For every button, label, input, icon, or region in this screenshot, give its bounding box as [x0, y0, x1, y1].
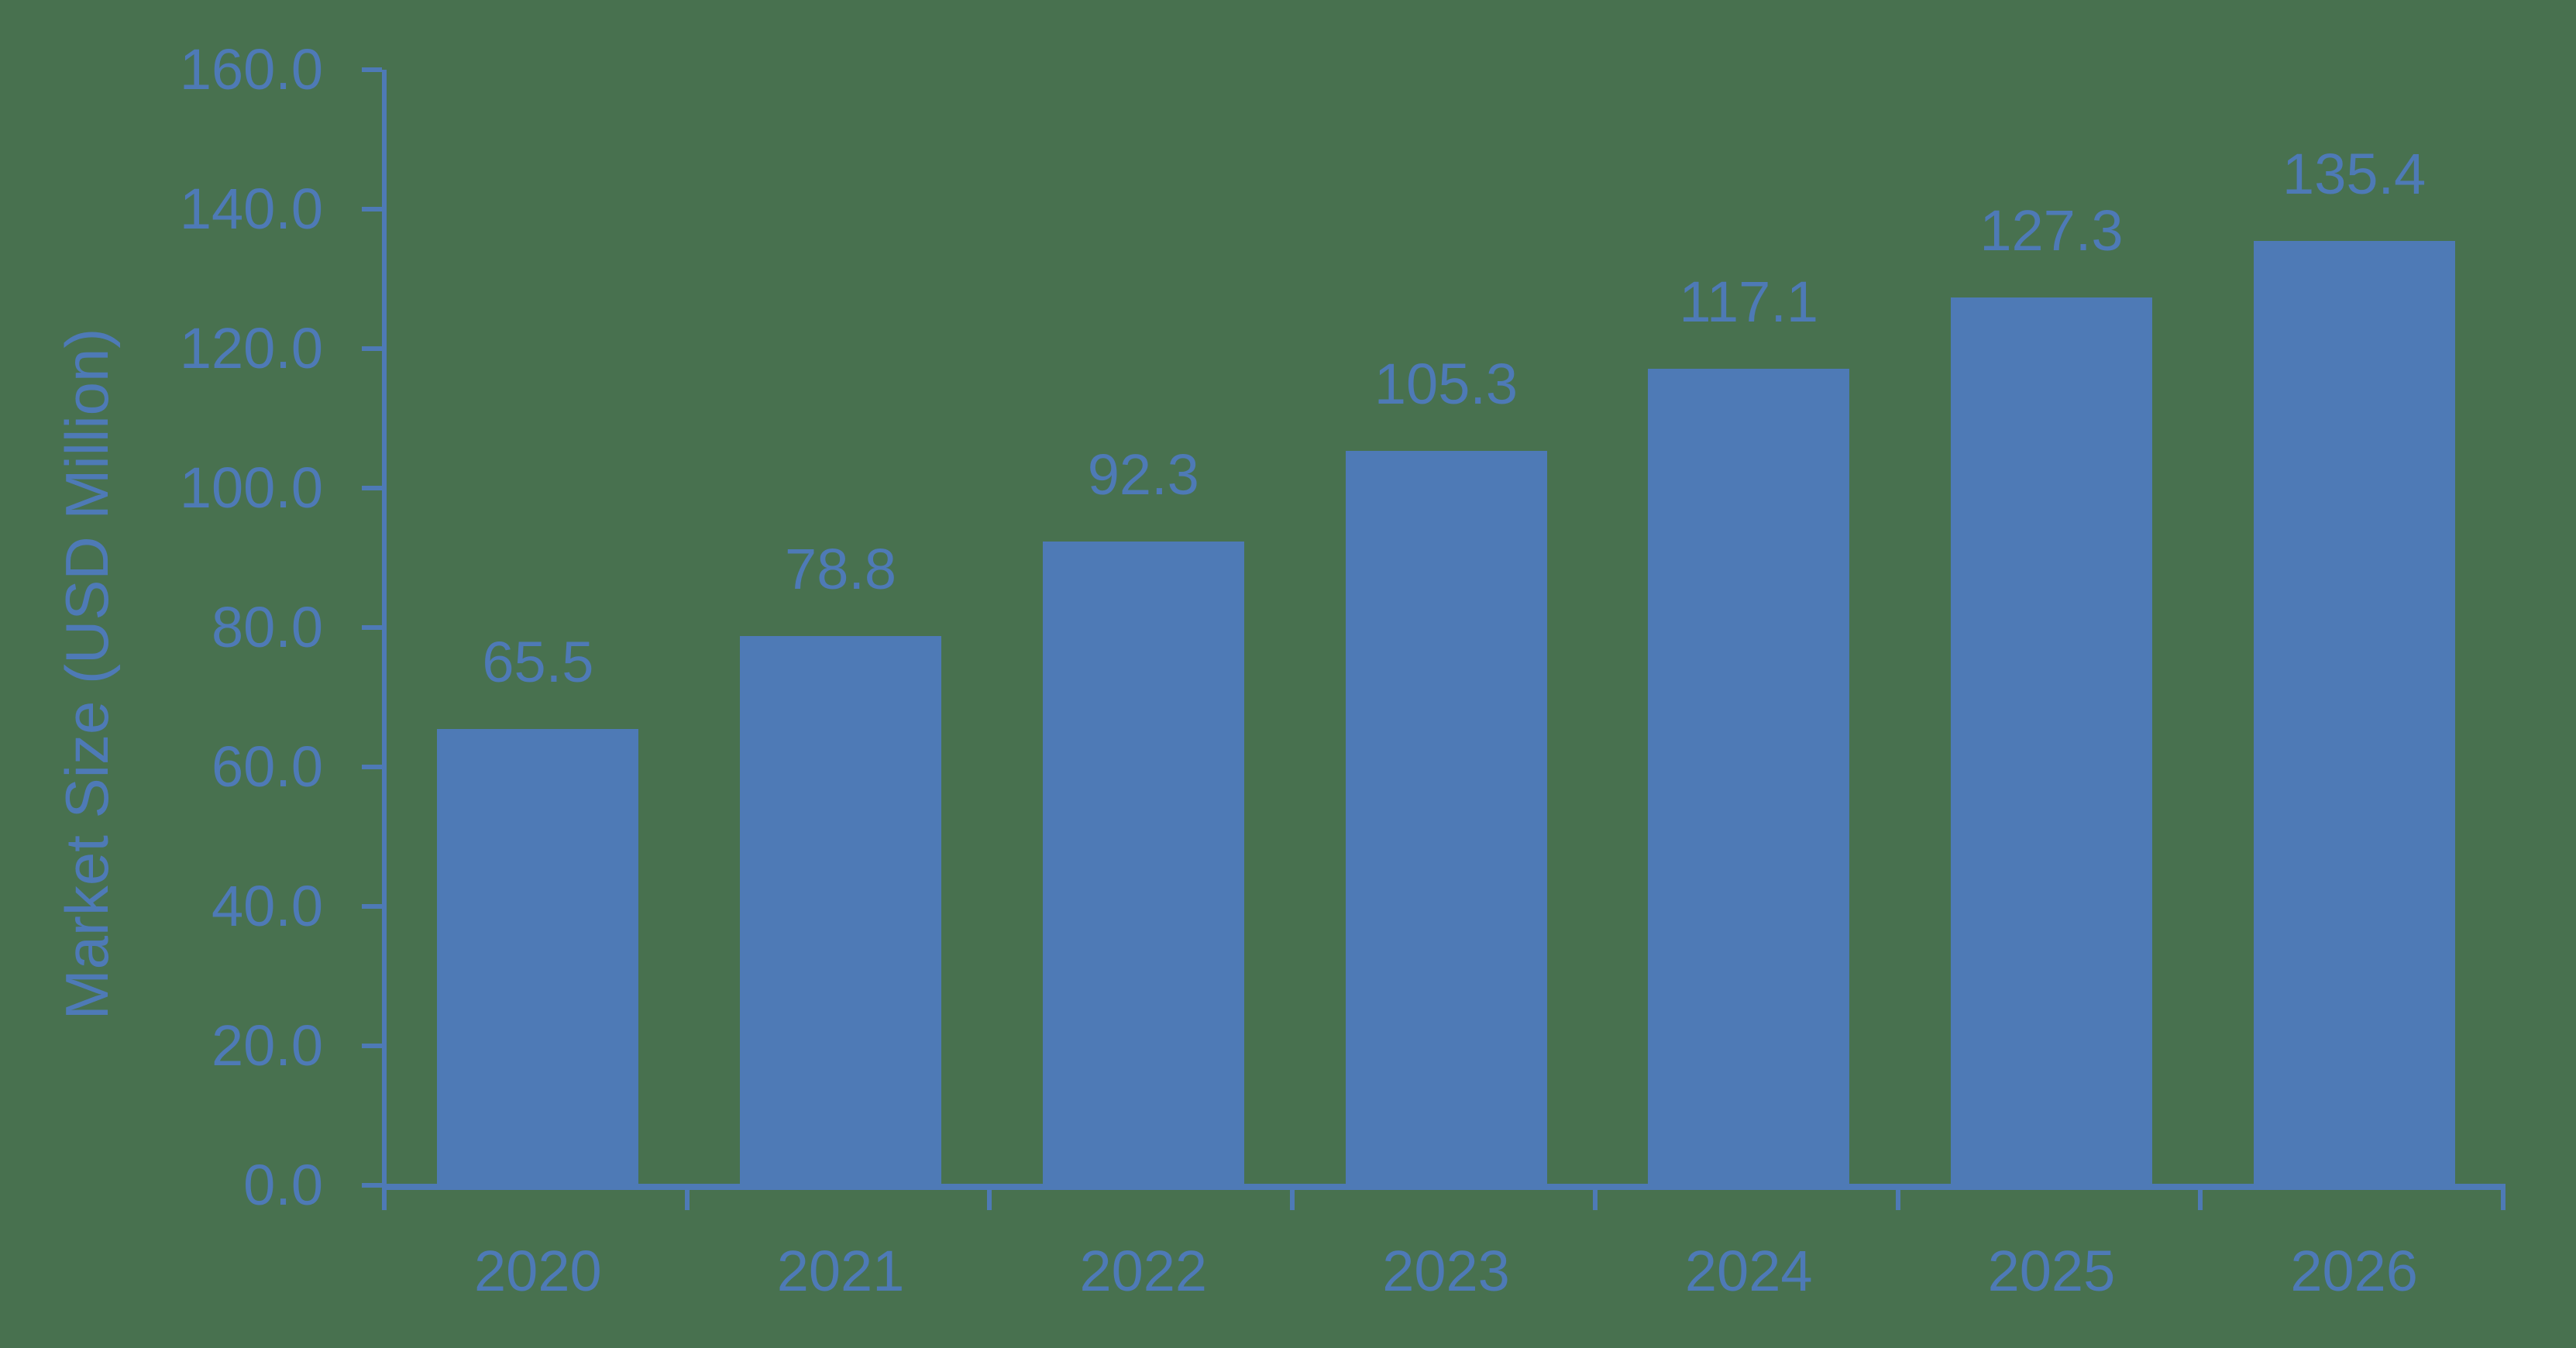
- bar: [1950, 297, 2152, 1185]
- bar-value-label: 105.3: [1374, 352, 1518, 417]
- bar: [1648, 369, 1850, 1185]
- y-tick: [362, 486, 382, 490]
- x-axis-label: 2024: [1684, 1239, 1813, 1303]
- bar-value-label: 127.3: [1979, 198, 2124, 263]
- x-axis-label: 2025: [1987, 1239, 2116, 1303]
- y-tick: [362, 904, 382, 909]
- x-axis-label: 2026: [2290, 1239, 2418, 1303]
- y-tick: [362, 1044, 382, 1048]
- bar: [740, 635, 942, 1185]
- x-tick: [2198, 1190, 2203, 1210]
- y-tick-label: 20.0: [211, 1013, 323, 1078]
- bar: [2253, 241, 2455, 1185]
- y-axis-line: [382, 70, 387, 1192]
- x-tick: [382, 1190, 387, 1210]
- x-axis-label: 2020: [474, 1239, 602, 1303]
- bar-value-label: 135.4: [2282, 142, 2426, 207]
- y-tick-label: 160.0: [179, 37, 323, 101]
- y-tick: [362, 1183, 382, 1188]
- y-tick-label: 140.0: [179, 177, 323, 241]
- x-axis-label: 2022: [1079, 1239, 1208, 1303]
- y-tick: [362, 625, 382, 630]
- y-tick: [362, 207, 382, 211]
- x-tick: [684, 1190, 690, 1210]
- bar: [437, 728, 639, 1185]
- x-tick: [987, 1190, 992, 1210]
- y-tick: [362, 765, 382, 769]
- y-tick-label: 60.0: [211, 734, 323, 799]
- x-axis-label: 2023: [1382, 1239, 1510, 1303]
- y-tick: [362, 67, 382, 72]
- bar-value-label: 78.8: [785, 536, 897, 601]
- y-tick: [362, 346, 382, 351]
- x-tick: [2501, 1190, 2505, 1210]
- y-tick-label: 0.0: [243, 1153, 323, 1217]
- y-tick-label: 40.0: [211, 874, 323, 938]
- bar: [1042, 542, 1244, 1185]
- x-tick: [1592, 1190, 1598, 1210]
- y-tick-label: 100.0: [179, 456, 323, 520]
- x-axis-label: 2021: [776, 1239, 905, 1303]
- x-tick: [1290, 1190, 1295, 1210]
- y-tick-label: 80.0: [211, 595, 323, 659]
- bar-value-label: 117.1: [1679, 270, 1819, 335]
- bar: [1345, 451, 1547, 1185]
- bar-value-label: 65.5: [482, 629, 594, 694]
- x-axis-line: [382, 1184, 2505, 1190]
- y-tick-label: 120.0: [179, 316, 323, 380]
- x-tick: [1895, 1190, 1900, 1210]
- bar-value-label: 92.3: [1087, 442, 1199, 507]
